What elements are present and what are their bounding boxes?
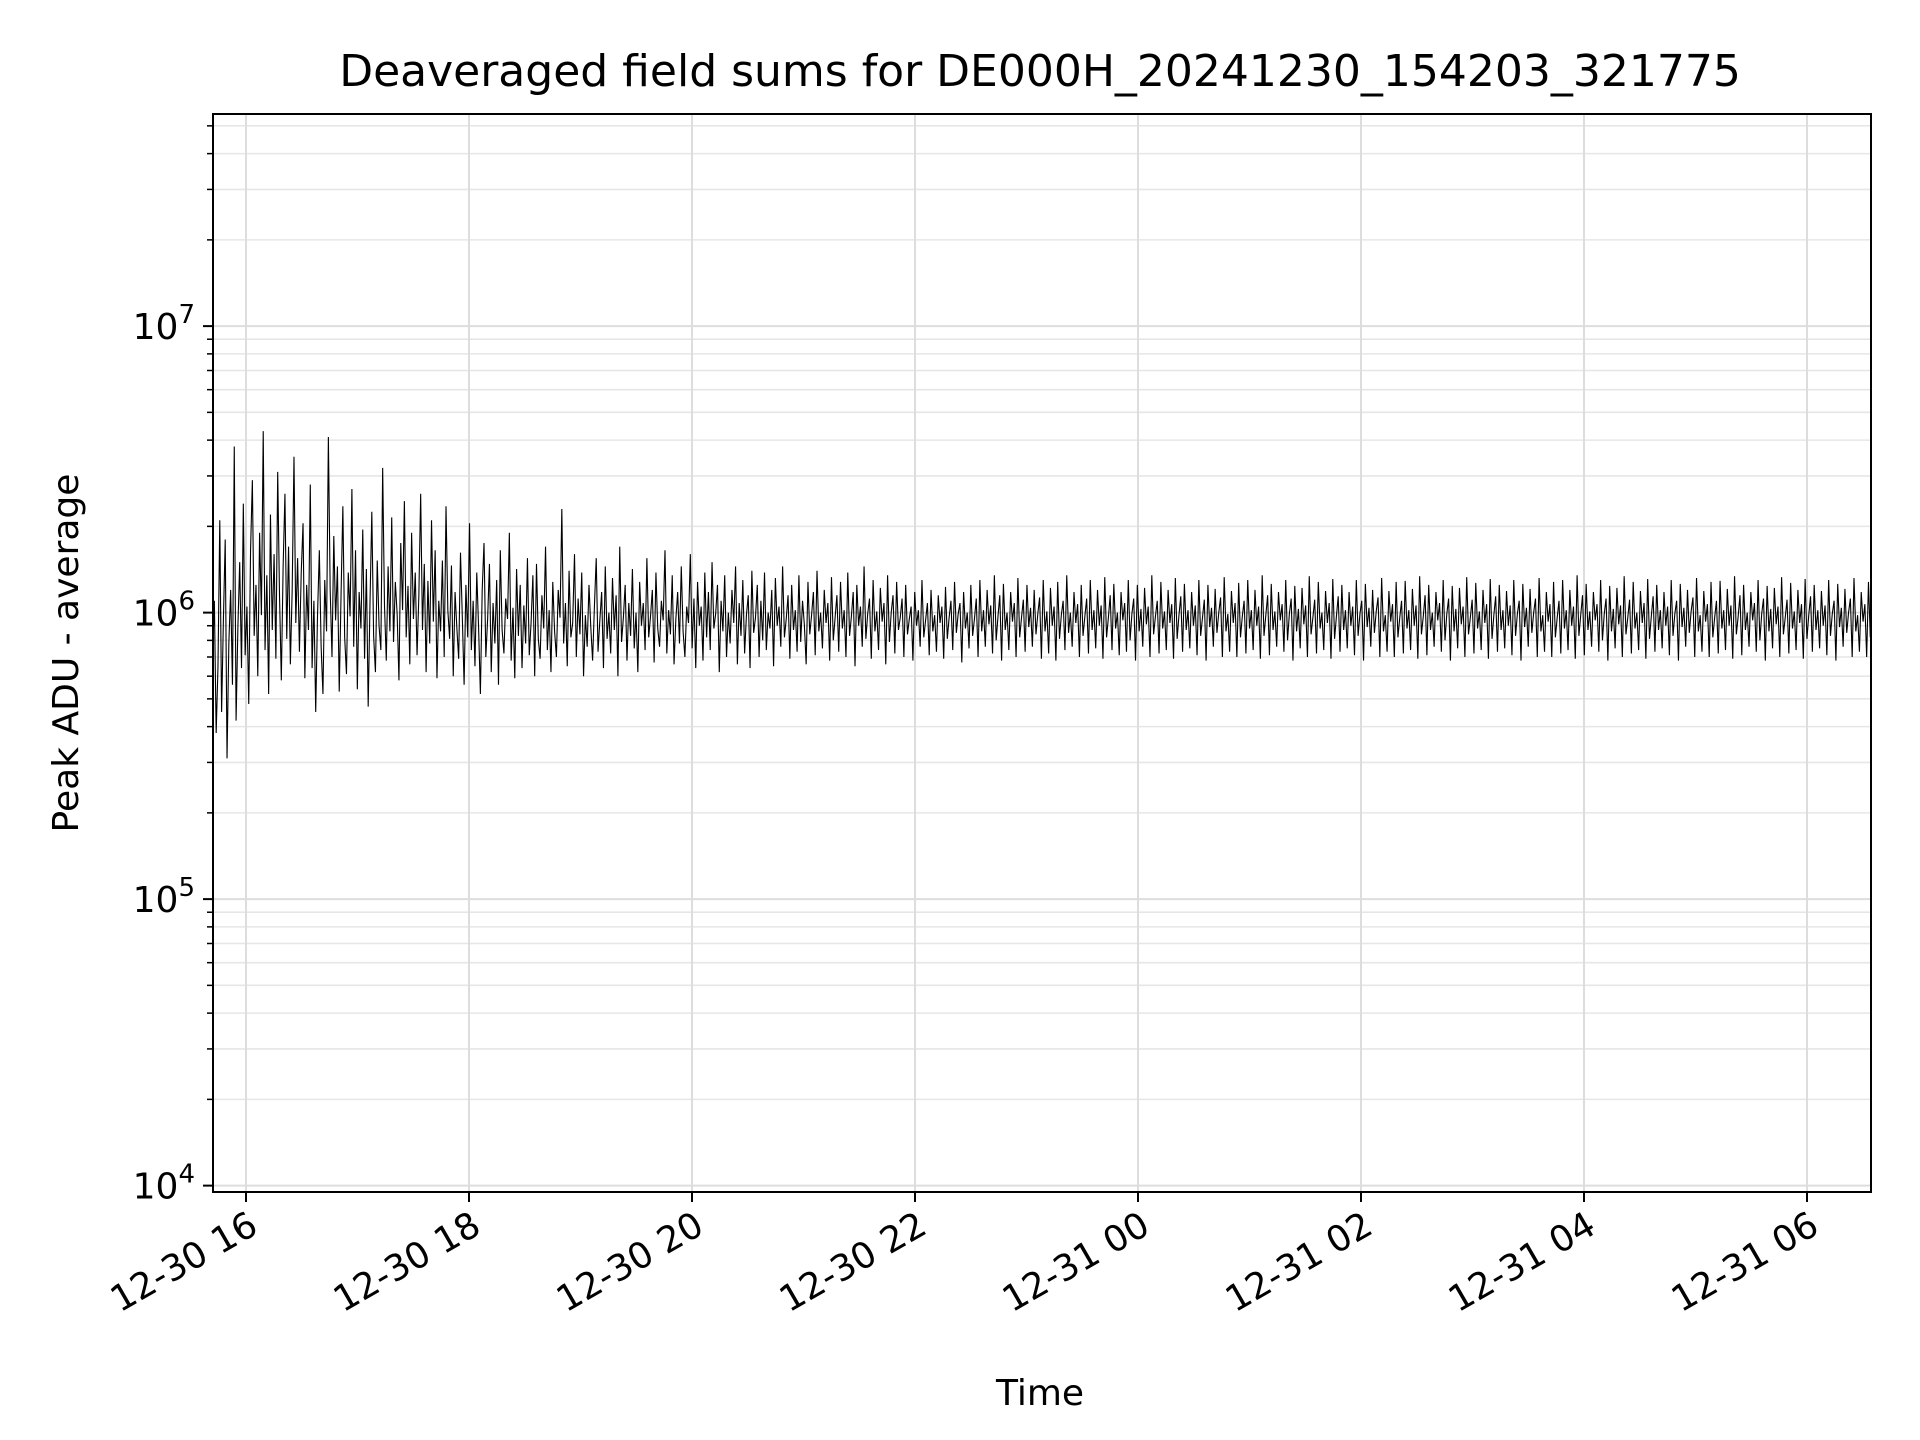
grid-layer xyxy=(213,114,1871,1192)
x-axis-label: Time xyxy=(995,1373,1084,1414)
y-tick-label: 106 xyxy=(133,587,195,635)
y-axis-ticks: 104 105 106 107 xyxy=(133,125,213,1208)
chart-title: Deaveraged field sums for DE000H_2024123… xyxy=(339,46,1741,97)
series-line xyxy=(213,431,1871,759)
y-tick-label: 105 xyxy=(133,873,195,921)
y-tick-label: 107 xyxy=(133,300,195,348)
y-axis-label: Peak ADU - average xyxy=(46,474,87,833)
y-tick-label: 104 xyxy=(133,1160,195,1208)
plot-area xyxy=(213,431,1871,759)
plot-frame xyxy=(212,113,1872,1193)
